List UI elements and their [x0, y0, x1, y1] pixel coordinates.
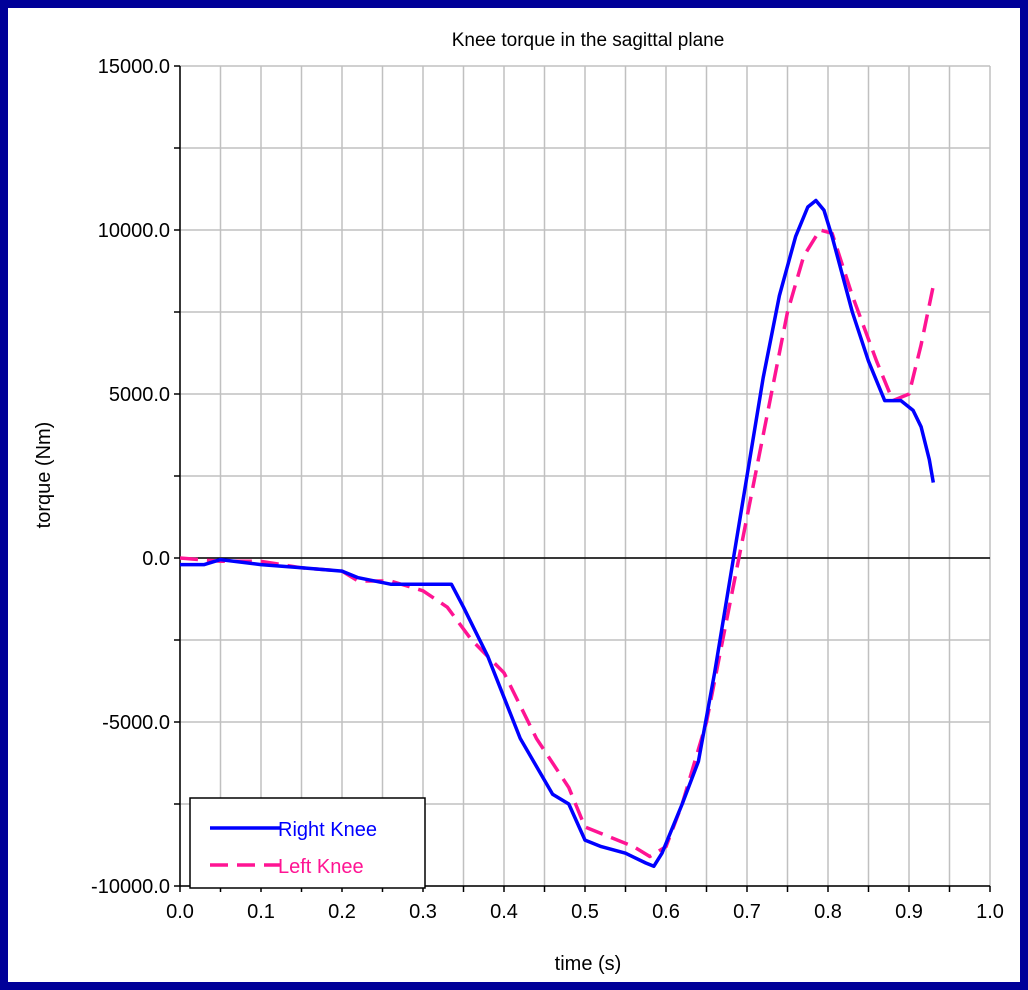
chart-title: Knee torque in the sagittal plane — [452, 30, 725, 51]
x-tick-label: 0.1 — [247, 901, 275, 923]
x-axis-label: time (s) — [555, 953, 622, 975]
x-tick-label: 0.9 — [895, 901, 923, 923]
legend: Right Knee Left Knee — [189, 797, 426, 889]
series-line-right-knee — [180, 198, 936, 869]
x-tick-label: 0.8 — [814, 901, 842, 923]
y-tick-label: 15000.0 — [98, 56, 170, 78]
knee-torque-chart: 0.0 0.1 0.2 0.3 0.4 0.5 0.6 0.7 0.8 0.9 1.0 15000.0… — [8, 8, 1020, 982]
y-axis-label: torque (Nm) — [33, 422, 55, 529]
x-tick-label: 0.7 — [733, 901, 761, 923]
series — [179, 198, 936, 869]
legend-label-right-knee: Right Knee — [278, 819, 377, 841]
legend-label-left-knee: Left Knee — [278, 856, 364, 878]
legend-box — [189, 797, 426, 889]
y-tick-label: -5000.0 — [102, 712, 170, 734]
x-tick-label: 0.6 — [652, 901, 680, 923]
x-tick-label: 0.2 — [328, 901, 356, 923]
x-tick-label: 1.0 — [976, 901, 1004, 923]
y-tick-label: -10000.0 — [91, 876, 170, 898]
x-tick-label: 0.3 — [409, 901, 437, 923]
x-tick-label: 0.5 — [571, 901, 599, 923]
tick-labels: 0.0 0.1 0.2 0.3 0.4 0.5 0.6 0.7 0.8 0.9 1.0 15000.0… — [91, 56, 1004, 923]
chart-background — [8, 8, 1020, 982]
x-tick-label: 0.0 — [166, 901, 194, 923]
y-tick-label: 5000.0 — [109, 384, 170, 406]
grid — [179, 65, 991, 887]
x-tick-label: 0.4 — [490, 901, 518, 923]
y-tick-label: 10000.0 — [98, 220, 170, 242]
y-tick-label: 0.0 — [142, 548, 170, 570]
